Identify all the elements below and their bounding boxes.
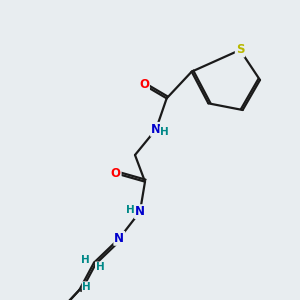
Text: O: O <box>139 79 149 92</box>
Text: N: N <box>151 123 161 136</box>
Text: N: N <box>135 205 145 218</box>
Text: N: N <box>114 232 124 245</box>
Text: H: H <box>96 262 104 272</box>
Text: S: S <box>236 44 244 56</box>
Text: O: O <box>111 167 121 180</box>
Text: H: H <box>126 205 135 215</box>
Text: H: H <box>160 127 169 137</box>
Text: H: H <box>81 255 90 265</box>
Text: H: H <box>82 282 91 292</box>
